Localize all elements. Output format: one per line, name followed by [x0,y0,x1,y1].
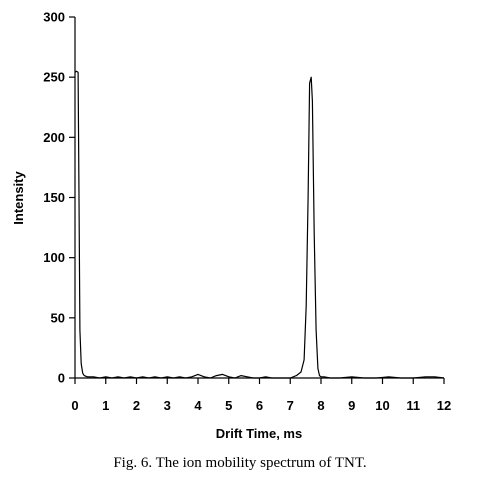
y-tick-label: 150 [43,190,65,205]
figure-caption: Fig. 6. The ion mobility spectrum of TNT… [113,455,367,471]
x-tick-label: 1 [102,398,109,413]
series-line-0 [74,70,445,379]
x-tick-label: 6 [256,398,263,413]
y-ticks: 0 50 100 150 200 250 300 [43,10,75,386]
x-tick-label: 10 [375,398,389,413]
x-tick-label: 12 [437,398,451,413]
y-tick-label: 100 [43,250,65,265]
y-tick-label: 0 [58,371,65,386]
y-tick-label: 200 [43,130,65,145]
x-tick-label: 5 [225,398,232,413]
y-tick-label: 50 [51,310,65,325]
x-tick-label: 3 [164,398,171,413]
axes [74,17,444,379]
x-tick-label: 7 [287,398,294,413]
x-tick-label: 0 [71,398,78,413]
x-tick-label: 4 [194,398,202,413]
x-axis-title: Drift Time, ms [216,426,302,441]
y-tick-label: 250 [43,70,65,85]
x-tick-label: 11 [406,398,420,413]
x-ticks: 0 1 2 3 4 5 6 7 8 9 10 11 12 [71,378,451,413]
series-layer [74,70,445,379]
x-tick-label: 2 [133,398,140,413]
y-tick-label: 300 [43,10,65,25]
y-axis-title: Intensity [11,171,26,225]
x-tick-label: 8 [317,398,324,413]
x-tick-label: 9 [348,398,355,413]
